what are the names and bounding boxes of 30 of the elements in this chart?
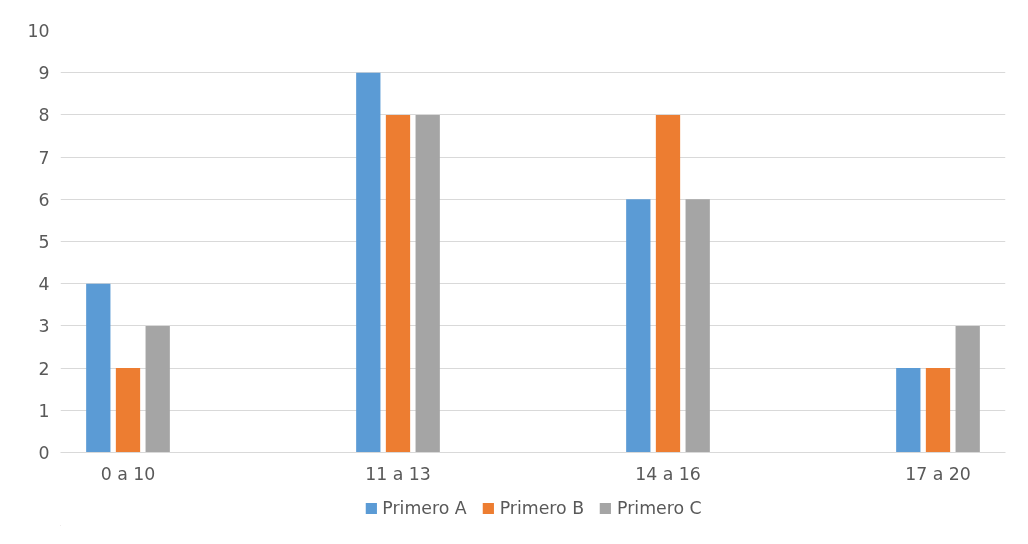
y-tick-label: 2: [38, 358, 50, 379]
x-tick-label: 0 a 10: [100, 463, 156, 484]
x-tick-label: 14 a 16: [635, 463, 701, 484]
bar: [86, 283, 111, 453]
bar: [955, 325, 980, 453]
y-tick-label: 8: [38, 105, 50, 126]
legend-label: Primero C: [617, 498, 702, 518]
y-tick-label: 3: [38, 316, 50, 337]
x-tick-label: 11 a 13: [365, 463, 431, 484]
y-tick-label: 1: [38, 400, 50, 421]
x-tick-label: 17 a 20: [905, 463, 971, 484]
y-tick-label: 9: [38, 63, 50, 84]
y-tick-label: 7: [38, 147, 50, 168]
bar: [115, 368, 141, 453]
bar: [655, 114, 681, 453]
bar: [415, 114, 440, 453]
y-tick-label: 5: [38, 232, 50, 252]
legend-label: Primero A: [382, 498, 467, 518]
bar: [925, 368, 951, 453]
y-tick-label: 10: [27, 21, 50, 41]
bar: [356, 72, 381, 453]
bar: [685, 199, 710, 453]
y-tick-label: 0: [38, 443, 50, 463]
y-tick-label: 6: [38, 189, 50, 210]
bar: [145, 325, 170, 453]
y-tick-label: 4: [38, 274, 50, 295]
bar: [896, 368, 921, 453]
bar: [626, 199, 651, 453]
legend-label: Primero B: [499, 498, 585, 518]
bar: [385, 114, 411, 453]
